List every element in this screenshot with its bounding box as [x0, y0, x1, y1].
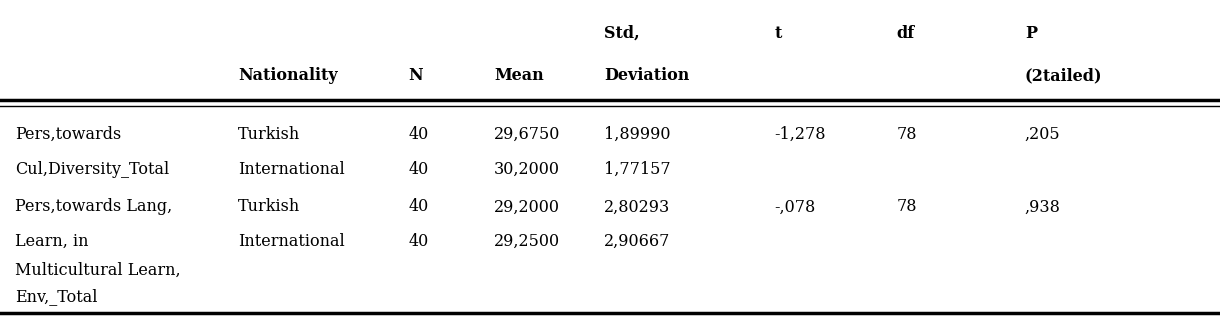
- Text: 29,2500: 29,2500: [494, 233, 560, 250]
- Text: ,938: ,938: [1025, 198, 1060, 216]
- Text: International: International: [238, 233, 344, 250]
- Text: (2tailed): (2tailed): [1025, 67, 1103, 84]
- Text: Mean: Mean: [494, 67, 544, 84]
- Text: N: N: [409, 67, 423, 84]
- Text: 1,89990: 1,89990: [604, 126, 671, 143]
- Text: Turkish: Turkish: [238, 126, 300, 143]
- Text: Cul,Diversity_Total: Cul,Diversity_Total: [15, 161, 168, 178]
- Text: 1,77157: 1,77157: [604, 161, 671, 178]
- Text: Deviation: Deviation: [604, 67, 689, 84]
- Text: -1,278: -1,278: [775, 126, 826, 143]
- Text: 2,80293: 2,80293: [604, 198, 670, 216]
- Text: 40: 40: [409, 126, 429, 143]
- Text: International: International: [238, 161, 344, 178]
- Text: 2,90667: 2,90667: [604, 233, 670, 250]
- Text: 30,2000: 30,2000: [494, 161, 560, 178]
- Text: df: df: [897, 25, 915, 42]
- Text: 40: 40: [409, 198, 429, 216]
- Text: Learn, in: Learn, in: [15, 233, 88, 250]
- Text: 40: 40: [409, 161, 429, 178]
- Text: 78: 78: [897, 198, 917, 216]
- Text: Env,_Total: Env,_Total: [15, 288, 98, 305]
- Text: Multicultural Learn,: Multicultural Learn,: [15, 262, 181, 279]
- Text: 29,6750: 29,6750: [494, 126, 560, 143]
- Text: ,205: ,205: [1025, 126, 1060, 143]
- Text: Turkish: Turkish: [238, 198, 300, 216]
- Text: Pers,towards: Pers,towards: [15, 126, 121, 143]
- Text: Nationality: Nationality: [238, 67, 338, 84]
- Text: P: P: [1025, 25, 1037, 42]
- Text: 78: 78: [897, 126, 917, 143]
- Text: Pers,towards Lang,: Pers,towards Lang,: [15, 198, 172, 216]
- Text: 29,2000: 29,2000: [494, 198, 560, 216]
- Text: t: t: [775, 25, 782, 42]
- Text: -,078: -,078: [775, 198, 816, 216]
- Text: 40: 40: [409, 233, 429, 250]
- Text: Std,: Std,: [604, 25, 639, 42]
